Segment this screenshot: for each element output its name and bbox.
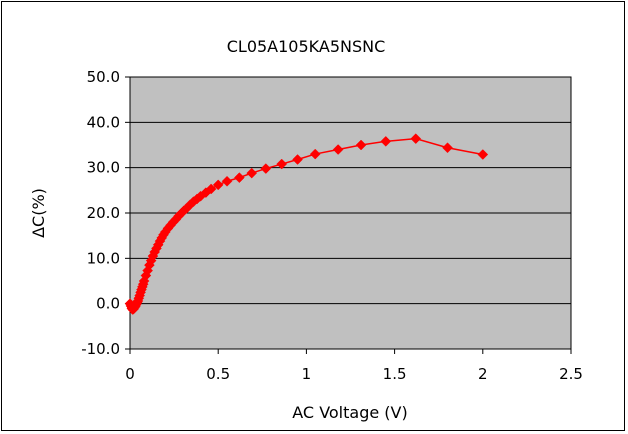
y-tick-label: 50.0 <box>87 68 120 86</box>
y-tick-label: 10.0 <box>87 249 120 267</box>
data-point <box>205 183 217 195</box>
y-tick-label: 0.0 <box>96 295 120 313</box>
x-tick-label: 1 <box>302 365 312 383</box>
data-point <box>260 163 272 174</box>
chart-title: CL05A105KA5NSNC <box>227 37 386 56</box>
data-point <box>276 158 288 170</box>
data-point <box>292 154 303 165</box>
x-tick-label: 0.5 <box>206 365 230 383</box>
data-point <box>246 167 258 179</box>
data-point <box>234 172 245 183</box>
data-point <box>380 136 392 147</box>
data-point <box>309 148 321 160</box>
x-tick-label: 2.5 <box>559 365 583 383</box>
y-tick-label: 40.0 <box>87 113 120 131</box>
data-point <box>477 149 489 160</box>
data-series <box>124 133 489 315</box>
x-tick-label: 1.5 <box>383 365 407 383</box>
data-point <box>355 139 367 151</box>
data-point <box>442 142 453 154</box>
data-point <box>212 179 224 191</box>
gridlines <box>130 121 571 305</box>
data-point <box>410 133 422 145</box>
y-tick-label: 20.0 <box>87 204 120 222</box>
x-tick-label: 0 <box>125 365 135 383</box>
y-tick-labels: -10.0 0.0 10.0 20.0 30.0 40.0 50.0 <box>81 68 120 358</box>
x-axis-label: AC Voltage (V) <box>292 403 407 422</box>
x-tick-labels: 0 0.5 1 1.5 2 2.5 <box>125 365 583 383</box>
x-tick-label: 2 <box>478 365 488 383</box>
data-point <box>332 144 344 155</box>
data-point <box>221 175 233 187</box>
y-tick-label: 30.0 <box>87 159 120 177</box>
y-axis-label: ΔC(%) <box>29 188 48 238</box>
y-tick-label: -10.0 <box>81 340 120 358</box>
